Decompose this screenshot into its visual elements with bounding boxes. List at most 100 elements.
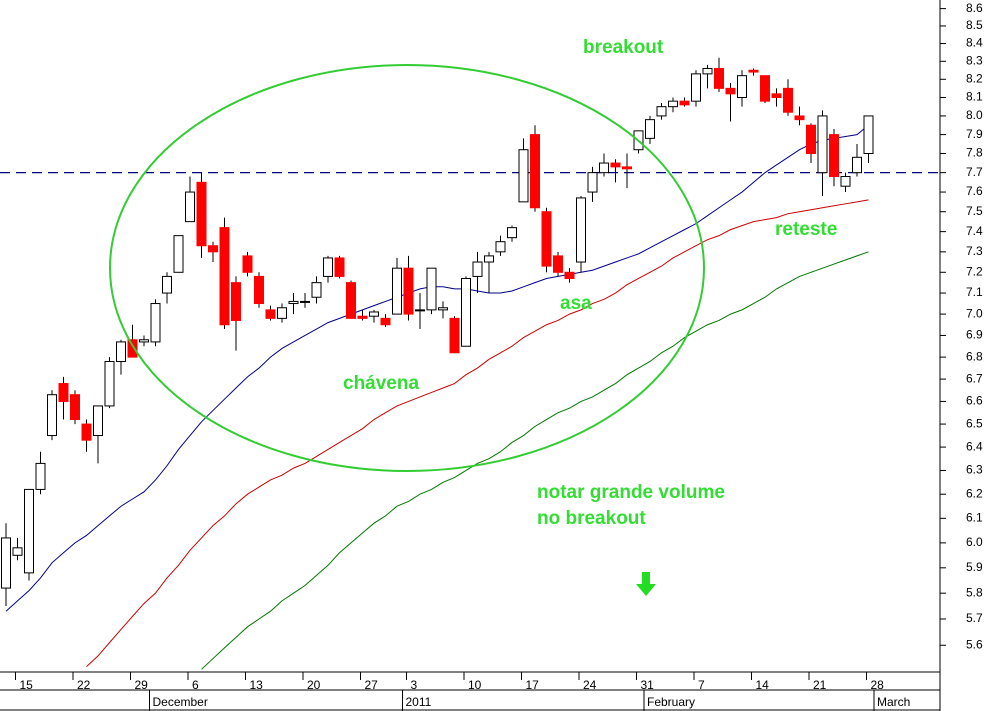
- candle-body: [81, 423, 92, 441]
- y-tick-label: 8.4: [966, 36, 983, 50]
- y-tick-label: 8.1: [966, 90, 983, 104]
- y-tick-label: 7.8: [966, 146, 983, 160]
- y-tick-label: 5.9: [966, 560, 983, 574]
- moving-average-line: [5, 124, 869, 612]
- y-tick-label: 6.8: [966, 349, 983, 363]
- x-tick-label: 22: [77, 678, 91, 692]
- x-tick-label: 7: [698, 678, 705, 692]
- arrow-down: [636, 572, 656, 596]
- x-tick-label: 21: [813, 678, 827, 692]
- candle-body: [852, 156, 862, 174]
- candle-body: [507, 227, 517, 239]
- y-tick-label: 7.7: [966, 165, 983, 179]
- x-tick-label: 27: [365, 678, 379, 692]
- candle-body: [553, 255, 563, 273]
- candle-body: [461, 277, 471, 347]
- candle-body: [426, 267, 437, 311]
- y-tick-label: 6.2: [966, 486, 983, 500]
- x-tick-label: 24: [583, 678, 597, 692]
- candle-body: [58, 383, 69, 402]
- cup-ellipse: [109, 64, 705, 472]
- x-tick-label: 3: [411, 678, 418, 692]
- candle-body: [438, 307, 448, 311]
- y-tick-label: 7.4: [966, 224, 983, 238]
- x-tick-label: 31: [641, 678, 655, 692]
- candle-body: [587, 172, 598, 193]
- candle-body: [760, 75, 770, 102]
- x-tick-label: 17: [526, 678, 540, 692]
- candle-body: [1, 537, 11, 589]
- candle-body: [208, 245, 218, 253]
- candle-body: [541, 211, 552, 267]
- x-tick-label: 13: [250, 678, 264, 692]
- candle-body: [323, 257, 333, 277]
- candle-body: [35, 462, 46, 490]
- candle-body: [702, 67, 713, 75]
- candle-body: [12, 547, 23, 556]
- y-tick-label: 8.6: [966, 1, 983, 15]
- annotation: asa: [560, 293, 592, 314]
- candle-body: [93, 405, 103, 437]
- candle-body: [771, 93, 782, 98]
- candle-body: [127, 339, 138, 358]
- candle-body: [484, 255, 494, 263]
- annotation: chávena: [343, 373, 419, 394]
- candle-body: [150, 303, 161, 343]
- candle-body: [334, 257, 345, 277]
- month-label: March: [877, 695, 910, 709]
- candle-body: [346, 282, 356, 319]
- candle-body: [806, 124, 816, 155]
- x-tick-label: 15: [20, 678, 34, 692]
- y-tick-label: 7.5: [966, 204, 983, 218]
- candle-body: [24, 488, 34, 574]
- candle-body: [840, 176, 851, 187]
- candle-body: [564, 271, 575, 279]
- candle-body: [116, 341, 126, 362]
- y-tick-label: 8.3: [966, 53, 983, 67]
- candle-body: [311, 282, 322, 298]
- candle-body: [495, 241, 506, 253]
- candle-body: [599, 162, 609, 174]
- candle-body: [242, 255, 253, 273]
- candle-body: [415, 309, 425, 312]
- y-tick-label: 8.0: [966, 108, 983, 122]
- candle-body: [47, 394, 57, 437]
- candle-body: [829, 134, 839, 178]
- month-label: 2011: [406, 695, 432, 709]
- annotation: breakout: [583, 37, 664, 58]
- candle-body: [622, 166, 632, 170]
- y-tick-label: 6.1: [966, 511, 983, 525]
- candle-body: [173, 235, 184, 273]
- y-tick-label: 6.4: [966, 439, 983, 453]
- y-tick-label: 6.3: [966, 463, 983, 477]
- x-tick-label: 10: [468, 678, 482, 692]
- candle-body: [392, 267, 402, 315]
- candle-body: [679, 100, 690, 106]
- y-tick-label: 7.9: [966, 127, 983, 141]
- y-tick-label: 6.6: [966, 394, 983, 408]
- candle-body: [254, 275, 264, 305]
- y-tick-label: 6.0: [966, 535, 983, 549]
- month-label: December: [153, 695, 208, 709]
- candle-body: [472, 261, 483, 277]
- candle-body: [725, 87, 736, 95]
- y-tick-label: 6.5: [966, 416, 983, 430]
- candle-body: [518, 149, 529, 203]
- annotation: reteste: [775, 219, 837, 240]
- candle-body: [277, 307, 287, 319]
- candle-body: [610, 162, 621, 168]
- candle-body: [817, 115, 828, 174]
- moving-average-line: [86, 199, 869, 667]
- y-tick-label: 6.7: [966, 371, 983, 385]
- x-tick-label: 20: [307, 678, 321, 692]
- candle-body: [645, 119, 655, 139]
- candle-body: [714, 67, 724, 89]
- y-tick-label: 7.1: [966, 285, 983, 299]
- x-tick-label: 28: [871, 678, 885, 692]
- x-tick-label: 14: [756, 678, 770, 692]
- candle-body: [576, 197, 586, 263]
- candle-body: [162, 275, 172, 294]
- candle-body: [185, 191, 195, 223]
- candle-body: [748, 69, 759, 73]
